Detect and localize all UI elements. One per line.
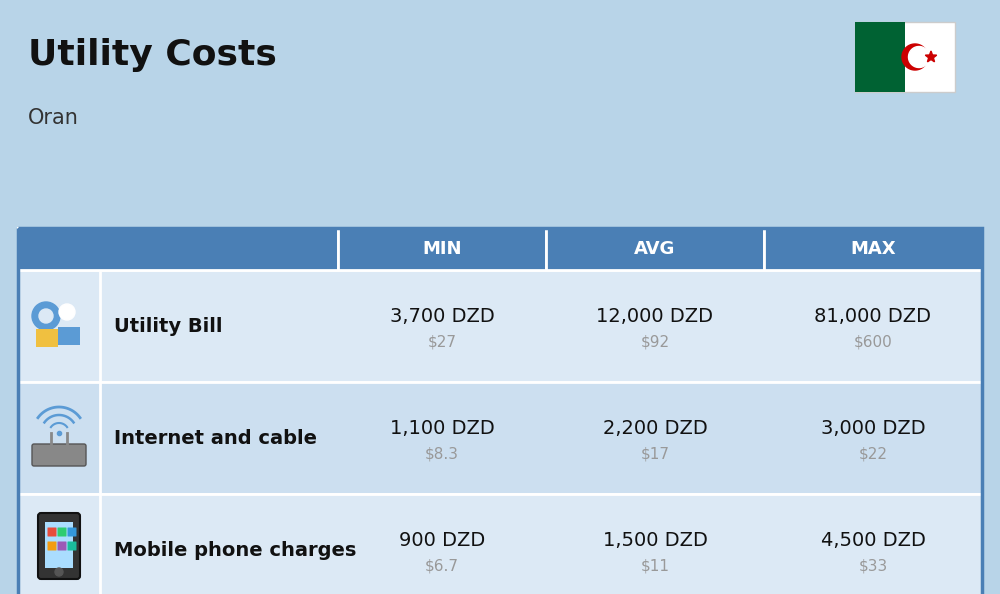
Text: $92: $92 — [640, 334, 670, 349]
FancyBboxPatch shape — [18, 382, 100, 494]
Circle shape — [39, 309, 53, 323]
FancyBboxPatch shape — [38, 513, 80, 579]
Polygon shape — [909, 46, 930, 68]
FancyBboxPatch shape — [764, 228, 982, 270]
Circle shape — [59, 304, 75, 320]
FancyBboxPatch shape — [18, 494, 100, 594]
Text: MAX: MAX — [850, 240, 896, 258]
Text: $11: $11 — [640, 558, 670, 573]
FancyBboxPatch shape — [58, 542, 66, 551]
FancyBboxPatch shape — [18, 270, 982, 382]
Text: 3,000 DZD: 3,000 DZD — [821, 419, 925, 438]
FancyBboxPatch shape — [18, 228, 338, 270]
Text: 12,000 DZD: 12,000 DZD — [596, 307, 714, 326]
FancyBboxPatch shape — [68, 542, 76, 551]
Text: Utility Bill: Utility Bill — [114, 317, 222, 336]
Text: $17: $17 — [640, 447, 670, 462]
FancyBboxPatch shape — [18, 494, 982, 594]
Circle shape — [32, 302, 60, 330]
FancyBboxPatch shape — [855, 22, 955, 92]
Polygon shape — [925, 51, 937, 62]
Text: Internet and cable: Internet and cable — [114, 428, 317, 447]
FancyBboxPatch shape — [18, 228, 982, 270]
Text: Utility Costs: Utility Costs — [28, 38, 277, 72]
Text: 4,500 DZD: 4,500 DZD — [821, 530, 925, 549]
FancyBboxPatch shape — [855, 22, 905, 92]
FancyBboxPatch shape — [48, 527, 56, 536]
Circle shape — [55, 568, 63, 576]
FancyBboxPatch shape — [338, 228, 546, 270]
FancyBboxPatch shape — [18, 382, 982, 494]
FancyBboxPatch shape — [45, 522, 73, 568]
Text: AVG: AVG — [634, 240, 676, 258]
FancyBboxPatch shape — [36, 329, 58, 347]
Text: $6.7: $6.7 — [425, 558, 459, 573]
FancyBboxPatch shape — [32, 444, 86, 466]
FancyBboxPatch shape — [18, 270, 100, 382]
Text: $27: $27 — [428, 334, 456, 349]
FancyBboxPatch shape — [48, 542, 56, 551]
Text: Oran: Oran — [28, 108, 79, 128]
Text: $22: $22 — [858, 447, 888, 462]
Text: 2,200 DZD: 2,200 DZD — [603, 419, 707, 438]
FancyBboxPatch shape — [58, 527, 66, 536]
Polygon shape — [902, 44, 928, 70]
Text: 3,700 DZD: 3,700 DZD — [390, 307, 494, 326]
FancyBboxPatch shape — [546, 228, 764, 270]
Text: 81,000 DZD: 81,000 DZD — [814, 307, 932, 326]
FancyBboxPatch shape — [68, 527, 76, 536]
Text: $600: $600 — [854, 334, 892, 349]
Text: MIN: MIN — [422, 240, 462, 258]
Text: $33: $33 — [858, 558, 888, 573]
Text: 1,500 DZD: 1,500 DZD — [603, 530, 707, 549]
FancyBboxPatch shape — [58, 327, 80, 345]
Text: Mobile phone charges: Mobile phone charges — [114, 541, 356, 560]
Text: $8.3: $8.3 — [425, 447, 459, 462]
Text: 1,100 DZD: 1,100 DZD — [390, 419, 494, 438]
Text: 900 DZD: 900 DZD — [399, 530, 485, 549]
